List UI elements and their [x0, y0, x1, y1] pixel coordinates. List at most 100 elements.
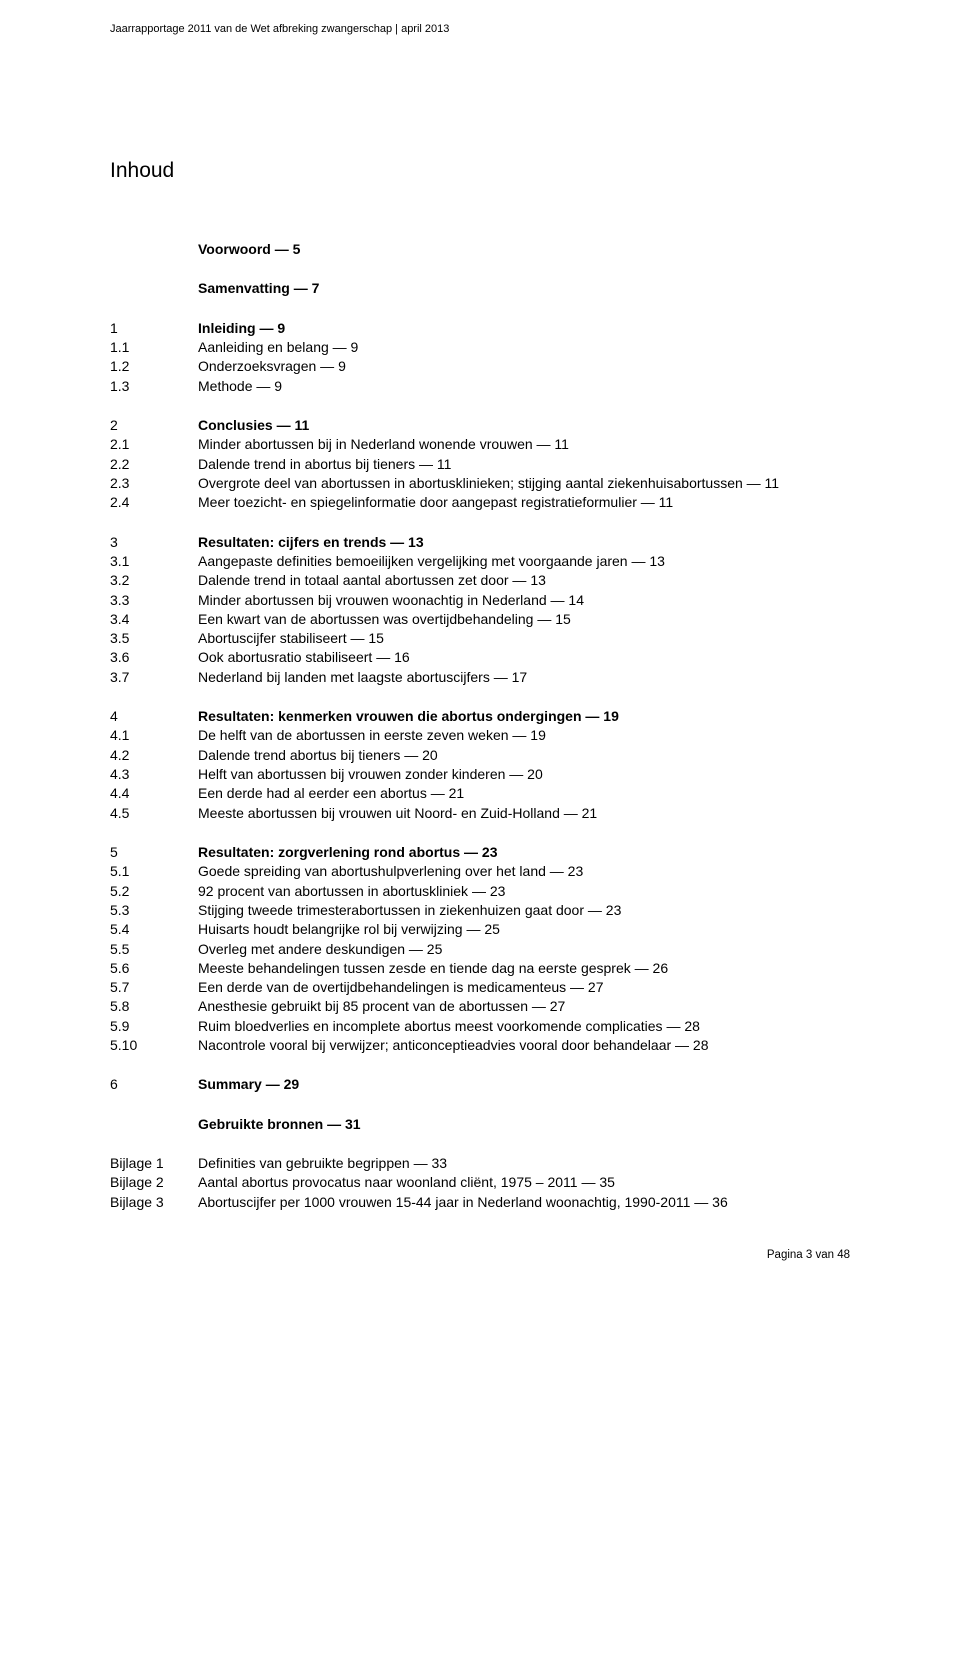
- toc-section-number: 2.3: [110, 474, 198, 493]
- toc-line: 3.6Ook abortusratio stabiliseert — 16: [110, 648, 850, 667]
- toc-line: 5.9Ruim bloedverlies en incomplete abort…: [110, 1017, 850, 1036]
- toc-block: 3Resultaten: cijfers en trends — 133.1Aa…: [110, 533, 850, 688]
- page-header: Jaarrapportage 2011 van de Wet afbreking…: [110, 22, 850, 37]
- toc-entry-text: Een derde van de overtijdbehandelingen i…: [198, 978, 850, 997]
- toc-block: 5Resultaten: zorgverlening rond abortus …: [110, 843, 850, 1055]
- toc-line: 1.2Onderzoeksvragen — 9: [110, 357, 850, 376]
- toc-line: 4.5Meeste abortussen bij vrouwen uit Noo…: [110, 804, 850, 823]
- toc-entry-text: Meeste abortussen bij vrouwen uit Noord-…: [198, 804, 850, 823]
- toc-line: Gebruikte bronnen — 31: [110, 1115, 850, 1134]
- toc-line: 6Summary — 29: [110, 1075, 850, 1094]
- toc-line: 5.292 procent van abortussen in abortusk…: [110, 882, 850, 901]
- toc-section-number: 3.1: [110, 552, 198, 571]
- toc-section-number: 5.5: [110, 940, 198, 959]
- toc-entry-text: Ook abortusratio stabiliseert — 16: [198, 648, 850, 667]
- toc-line: 3.5Abortuscijfer stabiliseert — 15: [110, 629, 850, 648]
- toc-section-number: 5.8: [110, 997, 198, 1016]
- toc-line: 4.1De helft van de abortussen in eerste …: [110, 726, 850, 745]
- toc-section-number: 1.1: [110, 338, 198, 357]
- toc-line: 5.10Nacontrole vooral bij verwijzer; ant…: [110, 1036, 850, 1055]
- toc-entry-text: Gebruikte bronnen — 31: [198, 1115, 850, 1134]
- toc-section-number: 4.2: [110, 746, 198, 765]
- toc-entry-text: Ruim bloedverlies en incomplete abortus …: [198, 1017, 850, 1036]
- toc-line: Bijlage 1Definities van gebruikte begrip…: [110, 1154, 850, 1173]
- toc-section-number: 4.5: [110, 804, 198, 823]
- toc-section-number: 5.7: [110, 978, 198, 997]
- toc-entry-text: Dalende trend in abortus bij tieners — 1…: [198, 455, 850, 474]
- toc-section-number: 3.7: [110, 668, 198, 687]
- toc-entry-text: Conclusies — 11: [198, 416, 850, 435]
- table-of-contents: Voorwoord — 5 Samenvatting — 7 1Inleiding …: [110, 240, 850, 1212]
- toc-entry-text: Overleg met andere deskundigen — 25: [198, 940, 850, 959]
- toc-section-number: 5.9: [110, 1017, 198, 1036]
- toc-entry-text: Overgrote deel van abortussen in abortus…: [198, 474, 850, 493]
- toc-entry-text: Huisarts houdt belangrijke rol bij verwi…: [198, 920, 850, 939]
- toc-entry-text: Dalende trend abortus bij tieners — 20: [198, 746, 850, 765]
- toc-section-number: 2.4: [110, 493, 198, 512]
- toc-section-number: Bijlage 3: [110, 1193, 198, 1212]
- toc-line: 5.8Anesthesie gebruikt bij 85 procent va…: [110, 997, 850, 1016]
- toc-entry-text: Aangepaste definities bemoeilijken verge…: [198, 552, 850, 571]
- toc-entry-text: Nederland bij landen met laagste abortus…: [198, 668, 850, 687]
- toc-line: 4.3Helft van abortussen bij vrouwen zond…: [110, 765, 850, 784]
- toc-section-number: 5: [110, 843, 198, 862]
- toc-line: 1.1Aanleiding en belang — 9: [110, 338, 850, 357]
- toc-section-number: 3.5: [110, 629, 198, 648]
- toc-section-number: 4.3: [110, 765, 198, 784]
- toc-section-number: 4.4: [110, 784, 198, 803]
- toc-entry-text: Een derde had al eerder een abortus — 21: [198, 784, 850, 803]
- toc-entry-text: Abortuscijfer stabiliseert — 15: [198, 629, 850, 648]
- toc-entry-text: Minder abortussen bij in Nederland wonen…: [198, 435, 850, 454]
- toc-section-number: 3.2: [110, 571, 198, 590]
- toc-line: 1.3Methode — 9: [110, 377, 850, 396]
- toc-section-number: 5.2: [110, 882, 198, 901]
- toc-section-number: 2.1: [110, 435, 198, 454]
- toc-line: 5.4Huisarts houdt belangrijke rol bij ve…: [110, 920, 850, 939]
- toc-entry-text: Dalende trend in totaal aantal abortusse…: [198, 571, 850, 590]
- toc-line: 3.2Dalende trend in totaal aantal abortu…: [110, 571, 850, 590]
- toc-entry-text: Stijging tweede trimesterabortussen in z…: [198, 901, 850, 920]
- toc-entry-text: Helft van abortussen bij vrouwen zonder …: [198, 765, 850, 784]
- toc-entry-text: Aantal abortus provocatus naar woonland …: [198, 1173, 850, 1192]
- toc-section-number: 4.1: [110, 726, 198, 745]
- toc-line: 3.7Nederland bij landen met laagste abor…: [110, 668, 850, 687]
- toc-entry-text: Een kwart van de abortussen was overtijd…: [198, 610, 850, 629]
- toc-line: 5.7Een derde van de overtijdbehandelinge…: [110, 978, 850, 997]
- toc-block: 1Inleiding — 91.1Aanleiding en belang — …: [110, 319, 850, 396]
- toc-line: 3.1Aangepaste definities bemoeilijken ve…: [110, 552, 850, 571]
- toc-line: Samenvatting — 7: [110, 279, 850, 298]
- page-footer: Pagina 3 van 48: [110, 1248, 850, 1264]
- toc-line: 4Resultaten: kenmerken vrouwen die abort…: [110, 707, 850, 726]
- toc-block: Bijlage 1Definities van gebruikte begrip…: [110, 1154, 850, 1212]
- toc-section-number: 2.2: [110, 455, 198, 474]
- toc-line: 1Inleiding — 9: [110, 319, 850, 338]
- toc-entry-text: Definities van gebruikte begrippen — 33: [198, 1154, 850, 1173]
- toc-section-number: 5.3: [110, 901, 198, 920]
- toc-section-number: Bijlage 1: [110, 1154, 198, 1173]
- toc-section-number: 5.6: [110, 959, 198, 978]
- toc-entry-text: Aanleiding en belang — 9: [198, 338, 850, 357]
- toc-line: 5.3Stijging tweede trimesterabortussen i…: [110, 901, 850, 920]
- toc-entry-text: Minder abortussen bij vrouwen woonachtig…: [198, 591, 850, 610]
- toc-entry-text: Meeste behandelingen tussen zesde en tie…: [198, 959, 850, 978]
- toc-entry-text: Voorwoord — 5: [198, 240, 850, 259]
- toc-section-number: 6: [110, 1075, 198, 1094]
- toc-line: 2.2Dalende trend in abortus bij tieners …: [110, 455, 850, 474]
- toc-section-number: 5.10: [110, 1036, 198, 1055]
- toc-entry-text: Methode — 9: [198, 377, 850, 396]
- toc-block: 2Conclusies — 112.1Minder abortussen bij…: [110, 416, 850, 513]
- toc-section-number: 3.4: [110, 610, 198, 629]
- toc-section-number: 3.6: [110, 648, 198, 667]
- toc-block: Samenvatting — 7: [110, 279, 850, 298]
- toc-entry-text: Goede spreiding van abortushulpverlening…: [198, 862, 850, 881]
- toc-line: 3Resultaten: cijfers en trends — 13: [110, 533, 850, 552]
- toc-block: Voorwoord — 5: [110, 240, 850, 259]
- toc-block: Gebruikte bronnen — 31: [110, 1115, 850, 1134]
- toc-line: 2.3Overgrote deel van abortussen in abor…: [110, 474, 850, 493]
- toc-entry-text: Resultaten: zorgverlening rond abortus —…: [198, 843, 850, 862]
- toc-section-number: 1: [110, 319, 198, 338]
- toc-entry-text: Summary — 29: [198, 1075, 850, 1094]
- toc-line: 3.4Een kwart van de abortussen was overt…: [110, 610, 850, 629]
- toc-section-number: 5.1: [110, 862, 198, 881]
- toc-section-number: 5.4: [110, 920, 198, 939]
